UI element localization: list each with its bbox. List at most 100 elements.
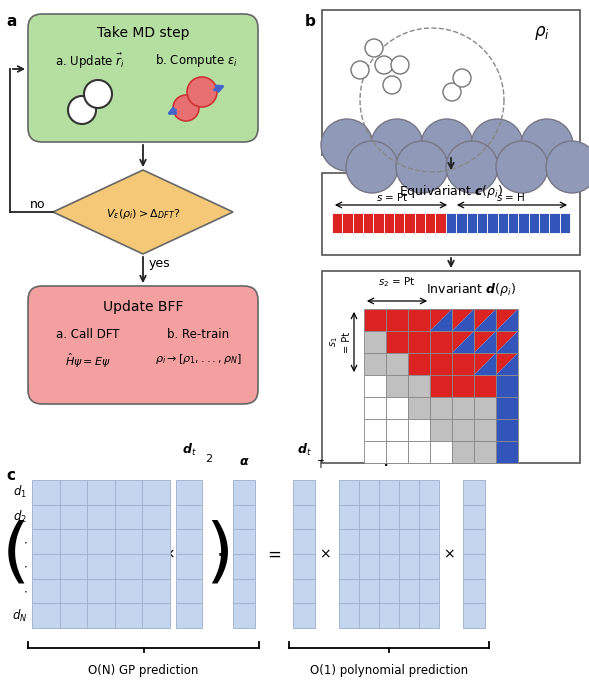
Bar xyxy=(498,213,508,233)
Bar xyxy=(452,353,474,375)
Bar xyxy=(364,375,386,397)
Bar xyxy=(293,480,315,628)
Text: $\times$: $\times$ xyxy=(319,547,331,561)
Bar xyxy=(364,353,386,375)
Text: T: T xyxy=(317,460,323,470)
Text: Take MD step: Take MD step xyxy=(97,26,189,40)
Bar xyxy=(386,397,408,419)
Polygon shape xyxy=(53,170,233,254)
Text: Invariant $\boldsymbol{d}(\rho_i)$: Invariant $\boldsymbol{d}(\rho_i)$ xyxy=(426,281,516,298)
Circle shape xyxy=(396,141,448,193)
Bar xyxy=(364,331,386,353)
Bar xyxy=(373,213,384,233)
Bar xyxy=(452,309,474,331)
Bar xyxy=(176,480,202,628)
Text: O(1) polynomial prediction: O(1) polynomial prediction xyxy=(310,664,468,677)
Bar xyxy=(539,213,550,233)
Bar xyxy=(446,213,456,233)
Bar xyxy=(408,375,430,397)
Bar xyxy=(394,213,405,233)
Bar xyxy=(386,441,408,463)
Circle shape xyxy=(321,119,373,171)
Circle shape xyxy=(371,119,423,171)
Bar xyxy=(342,213,353,233)
Bar xyxy=(474,397,496,419)
Circle shape xyxy=(68,96,96,124)
Bar xyxy=(430,353,452,375)
Text: O(N) GP prediction: O(N) GP prediction xyxy=(88,664,198,677)
FancyBboxPatch shape xyxy=(28,286,258,404)
Bar xyxy=(550,213,560,233)
Text: $s_1$
= Pt: $s_1$ = Pt xyxy=(328,332,352,353)
Circle shape xyxy=(84,80,112,108)
Bar xyxy=(386,309,408,331)
Bar xyxy=(353,213,363,233)
Polygon shape xyxy=(496,309,518,331)
Text: $\cdot$: $\cdot$ xyxy=(22,535,27,548)
Bar xyxy=(496,397,518,419)
Bar xyxy=(430,309,452,331)
Bar xyxy=(386,353,408,375)
Text: $s$ = H: $s$ = H xyxy=(497,191,526,203)
Bar xyxy=(463,480,485,628)
Bar xyxy=(452,419,474,441)
Text: $\boldsymbol{d}_t$: $\boldsymbol{d}_t$ xyxy=(297,442,312,458)
Bar xyxy=(364,441,386,463)
Bar xyxy=(435,213,446,233)
Text: $s_2$ = Pt: $s_2$ = Pt xyxy=(378,275,416,289)
Text: $\times$: $\times$ xyxy=(443,547,455,561)
Bar xyxy=(405,213,415,233)
Text: $\boldsymbol{d}_t$: $\boldsymbol{d}_t$ xyxy=(181,442,196,458)
Bar xyxy=(415,213,425,233)
Bar xyxy=(452,397,474,419)
Text: no: no xyxy=(29,197,45,210)
Circle shape xyxy=(365,39,383,57)
Polygon shape xyxy=(452,331,474,353)
Text: b. Compute $\varepsilon_i$: b. Compute $\varepsilon_i$ xyxy=(154,52,237,69)
Bar xyxy=(364,419,386,441)
Bar xyxy=(496,441,518,463)
Polygon shape xyxy=(452,309,474,331)
Text: (: ( xyxy=(2,519,30,588)
Polygon shape xyxy=(496,331,518,353)
Bar xyxy=(518,213,528,233)
Bar xyxy=(474,331,496,353)
Text: $d_2$: $d_2$ xyxy=(13,509,27,525)
Bar xyxy=(474,375,496,397)
Bar xyxy=(430,441,452,463)
Bar xyxy=(322,10,580,155)
Circle shape xyxy=(375,56,393,74)
Bar xyxy=(456,213,466,233)
Bar xyxy=(528,213,539,233)
Bar xyxy=(452,441,474,463)
Text: b. Re-train: b. Re-train xyxy=(167,328,229,341)
Text: $\times$: $\times$ xyxy=(163,547,175,561)
Circle shape xyxy=(421,119,473,171)
Bar xyxy=(430,375,452,397)
Bar xyxy=(332,213,342,233)
Bar xyxy=(496,375,518,397)
Text: $d_N$: $d_N$ xyxy=(12,608,27,624)
Bar xyxy=(430,331,452,353)
Bar xyxy=(32,480,170,628)
Text: $\rho_i$: $\rho_i$ xyxy=(534,24,550,42)
Circle shape xyxy=(173,95,199,121)
Bar xyxy=(408,353,430,375)
Bar xyxy=(508,213,518,233)
Text: $\cdot$: $\cdot$ xyxy=(216,544,222,564)
Bar xyxy=(474,441,496,463)
Text: $\cdot$: $\cdot$ xyxy=(22,584,27,597)
Text: Equivariant $\boldsymbol{c}(\rho_i)$: Equivariant $\boldsymbol{c}(\rho_i)$ xyxy=(399,183,503,200)
Bar xyxy=(425,213,435,233)
Text: yes: yes xyxy=(149,257,171,270)
Bar xyxy=(339,480,439,628)
Bar xyxy=(452,331,474,353)
Text: $\hat{H}\psi = E\psi$: $\hat{H}\psi = E\psi$ xyxy=(65,352,111,371)
Bar xyxy=(466,213,477,233)
Bar xyxy=(496,331,518,353)
Bar xyxy=(364,397,386,419)
Bar xyxy=(386,331,408,353)
Bar xyxy=(233,480,255,628)
Polygon shape xyxy=(474,331,496,353)
Bar xyxy=(386,419,408,441)
